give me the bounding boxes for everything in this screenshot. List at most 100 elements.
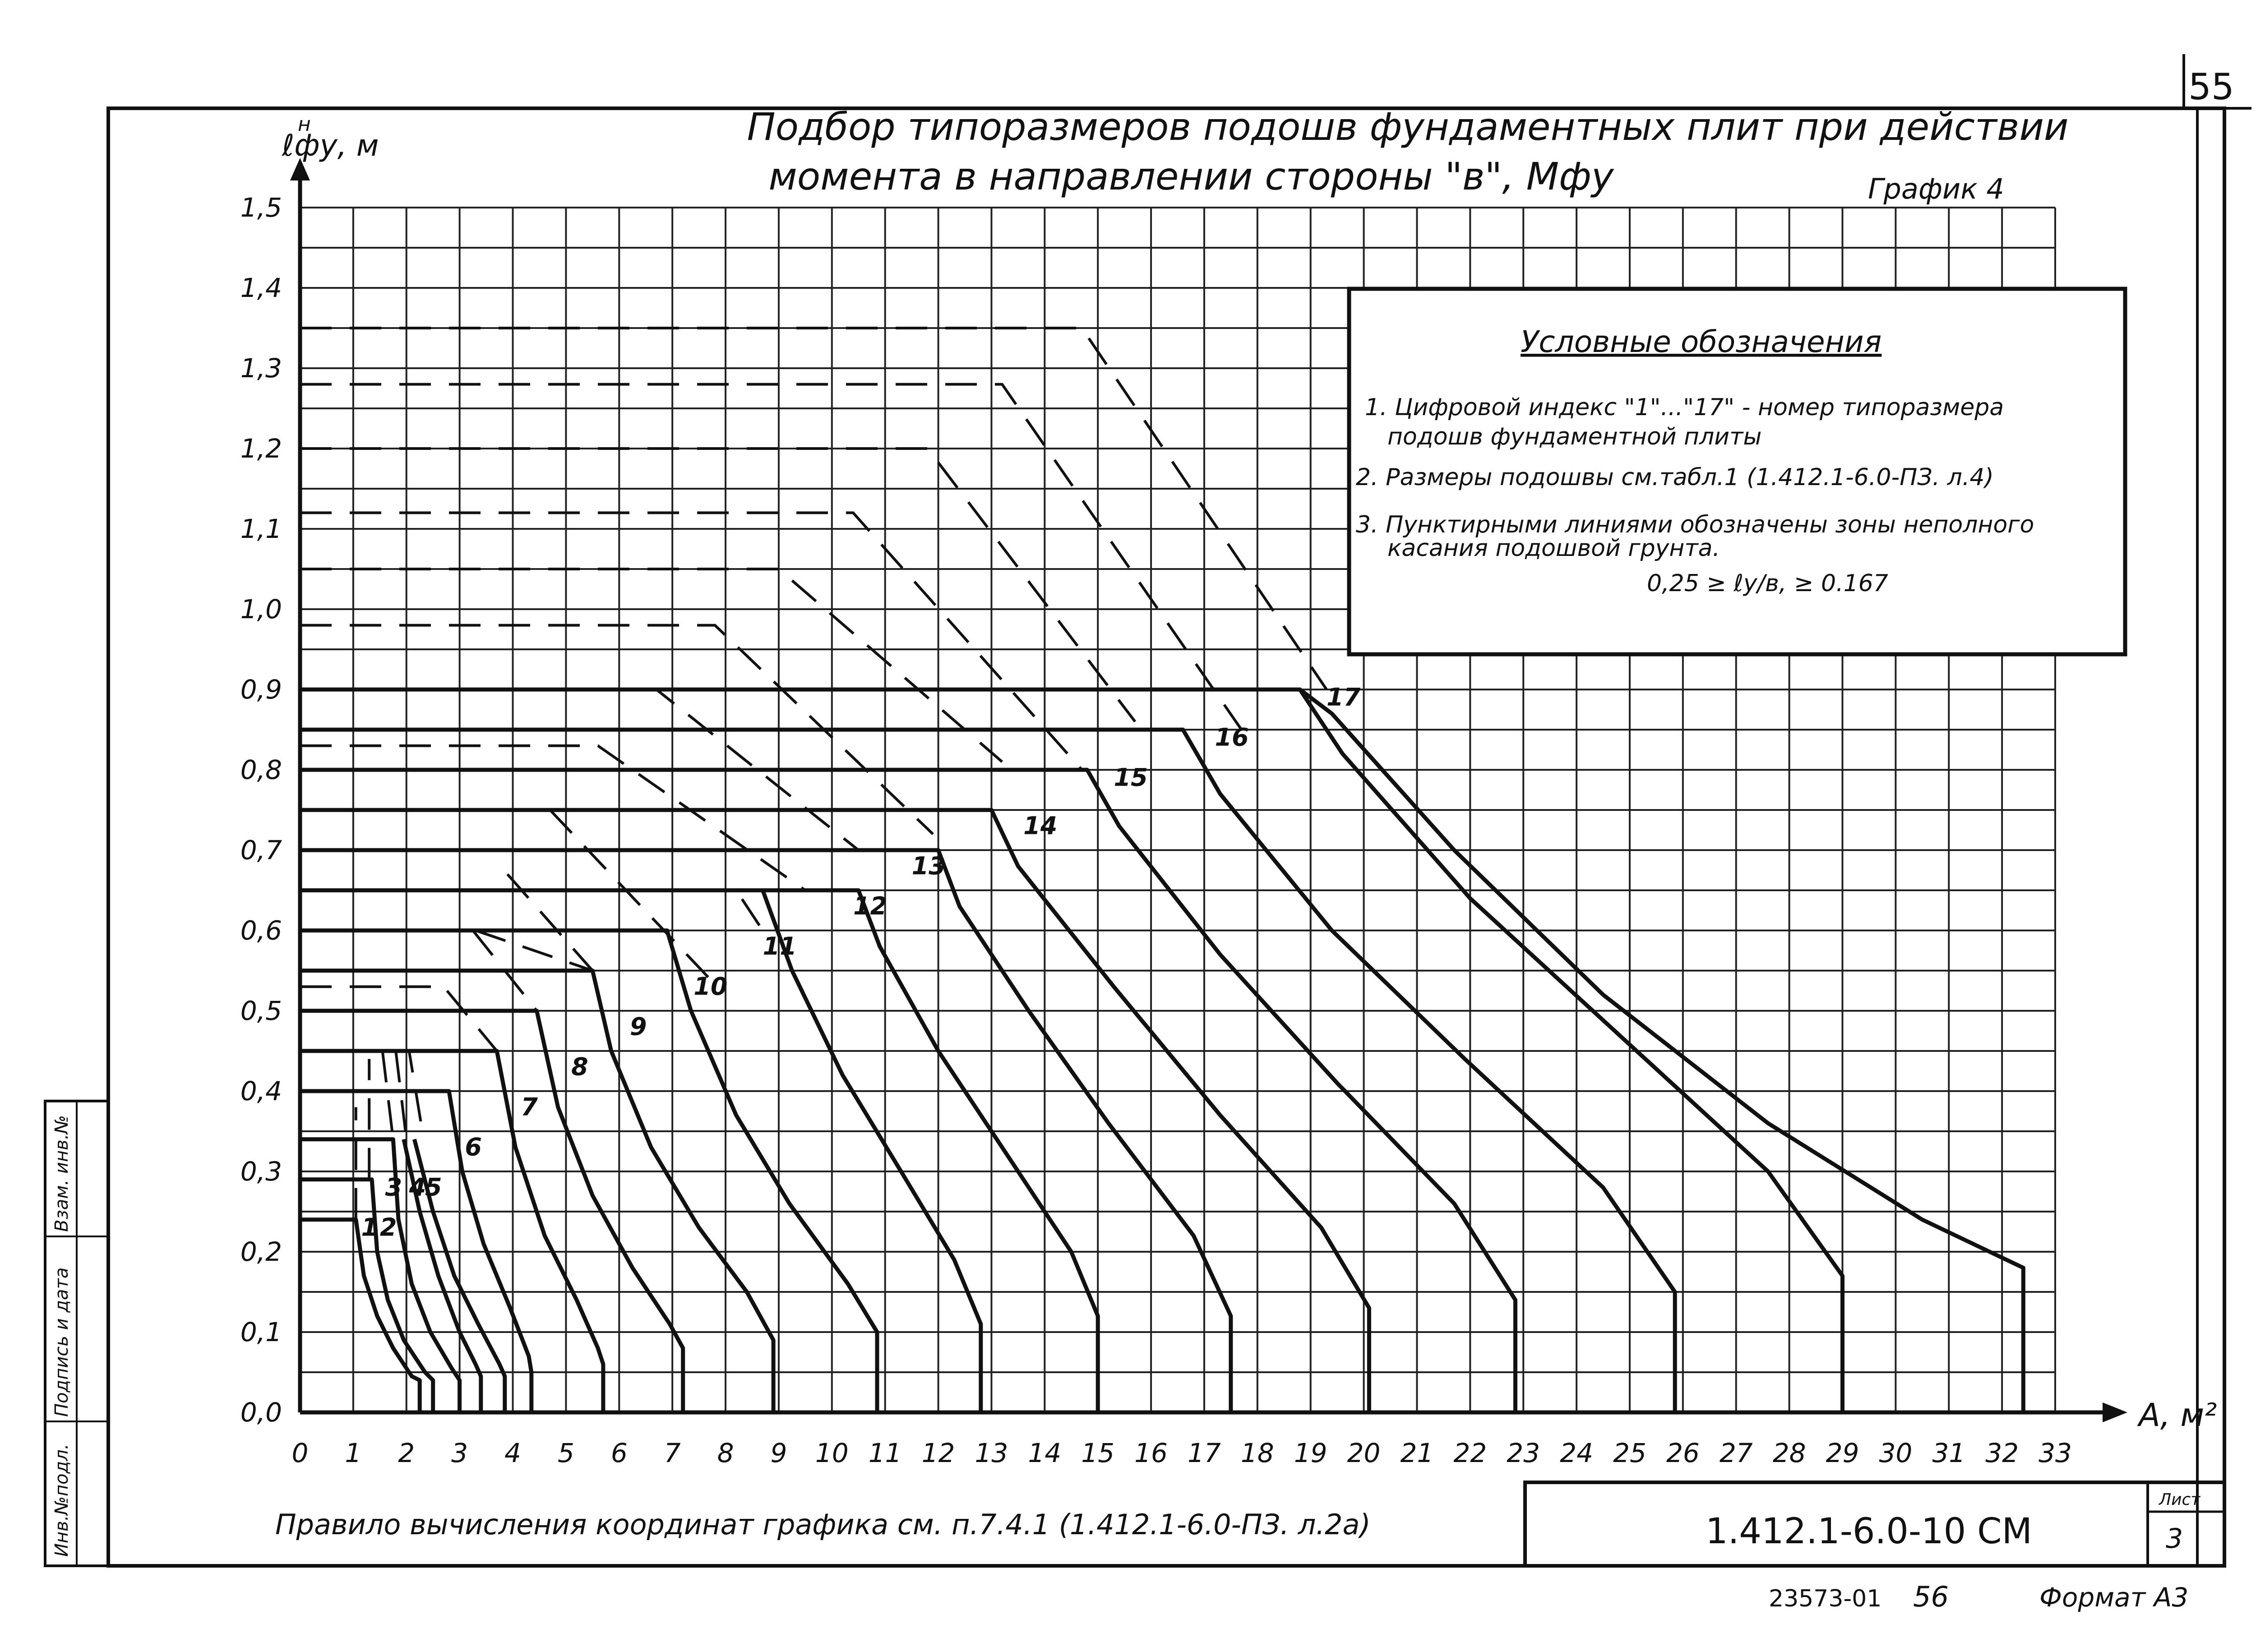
x-tick-label: 19 bbox=[1294, 1438, 1327, 1468]
series-dashed-13 bbox=[300, 744, 806, 892]
series-dashed-5 bbox=[394, 1050, 408, 1140]
curve-label: 14 bbox=[1023, 811, 1057, 840]
drawing-code: 1.412.1-6.0-10 СМ bbox=[1706, 1511, 2032, 1552]
x-tick-label: 11 bbox=[869, 1438, 902, 1468]
series-line-2 bbox=[300, 1177, 435, 1412]
legend-item-1b: подошв фундаментной плиты bbox=[1387, 423, 1761, 450]
series-line-17 bbox=[300, 687, 1845, 1412]
curve-label: 9 bbox=[630, 1012, 647, 1041]
series-line-6 bbox=[300, 1089, 534, 1412]
x-tick-label: 8 bbox=[717, 1438, 734, 1468]
curve-label: 15 bbox=[1114, 764, 1148, 792]
y-tick-label: 1,2 bbox=[240, 433, 282, 464]
series-dashed-9 bbox=[475, 929, 593, 972]
series-dashed-19 bbox=[300, 383, 1243, 731]
x-tick-label: 25 bbox=[1613, 1438, 1646, 1468]
series-dashed-11 bbox=[300, 889, 764, 931]
y-tick-label: 0,5 bbox=[240, 995, 282, 1026]
y-tick-label: 0,3 bbox=[240, 1156, 282, 1187]
y-tick-label: 1,0 bbox=[240, 594, 282, 625]
series-line-12 bbox=[300, 888, 1100, 1412]
y-tick-labels: 0,0 0,1 0,2 0,3 0,4 0,5 0,6 0,7 0,8 0,9 1,0 1,1 1,2 1… bbox=[240, 192, 282, 1428]
x-tick-label: 1 bbox=[345, 1438, 361, 1468]
curve-label: 13 bbox=[912, 851, 946, 880]
x-tick-label: 3 bbox=[451, 1438, 468, 1468]
x-tick-label: 33 bbox=[2039, 1438, 2072, 1468]
x-tick-label: 16 bbox=[1134, 1438, 1168, 1468]
y-tick-label: 0,8 bbox=[240, 754, 282, 785]
y-tick-label: 0,6 bbox=[240, 915, 282, 946]
series-dashed-15 bbox=[300, 624, 934, 835]
curve-label: 12 bbox=[853, 892, 887, 920]
x-tick-label: 12 bbox=[922, 1438, 955, 1468]
y-axis-arrow bbox=[290, 158, 310, 180]
series-dashed-7 bbox=[300, 985, 498, 1052]
series-dashed-20 bbox=[300, 327, 1328, 690]
x-tick-label: 0 bbox=[292, 1438, 309, 1468]
legend-item-2: 2. Размеры подошвы см.табл.1 (1.412.1-6.… bbox=[1356, 464, 1994, 491]
title-block: 1.412.1-6.0-10 СМ Лист 3 bbox=[1523, 1481, 2226, 1568]
y-tick-label: 0,2 bbox=[240, 1236, 282, 1267]
series-dashed-16 bbox=[300, 568, 1003, 763]
x-tick-label: 20 bbox=[1347, 1438, 1381, 1468]
x-tick-label: 5 bbox=[558, 1438, 574, 1468]
legend-item-3c: 0,25 ≥ ℓy/в, ≥ 0.167 bbox=[1647, 570, 1888, 597]
curve-label: 6 bbox=[465, 1133, 482, 1161]
curve-label: 1 bbox=[361, 1213, 379, 1241]
format-label: Формат А3 bbox=[2039, 1582, 2188, 1613]
x-axis-arrow bbox=[2103, 1402, 2127, 1422]
x-tick-label: 2 bbox=[398, 1438, 415, 1468]
y-axis-superscript: н bbox=[298, 113, 311, 136]
legend-item-3: 3. Пунктирными линиями обозначены зоны н… bbox=[1356, 511, 2034, 538]
legend-item-3b: касания подошвой грунта. bbox=[1387, 535, 1720, 562]
series-dashed-17 bbox=[300, 511, 1083, 771]
curve-label: 11 bbox=[763, 932, 797, 960]
y-tick-label: 0,9 bbox=[240, 674, 282, 705]
x-axis-label: А, м² bbox=[2137, 1397, 2217, 1434]
curve-label: 16 bbox=[1215, 723, 1249, 752]
curve-label: 3 bbox=[385, 1173, 402, 1201]
x-tick-label: 6 bbox=[611, 1438, 628, 1468]
x-tick-label: 22 bbox=[1453, 1438, 1487, 1468]
x-tick-label: 4 bbox=[504, 1438, 521, 1468]
series-line-10 bbox=[300, 928, 879, 1412]
legend-box: Условные обозначения 1. Цифровой индекс … bbox=[1347, 287, 2127, 657]
stamp-page: 56 bbox=[1913, 1580, 1949, 1613]
series-line-18 bbox=[1299, 688, 2025, 1412]
x-tick-label: 14 bbox=[1028, 1438, 1061, 1468]
page-number: 55 bbox=[2188, 66, 2234, 108]
list-number: 3 bbox=[2166, 1523, 2183, 1555]
side-stamp: Инв.№подл. Подпись и дата Взам. инв.№ bbox=[44, 1100, 110, 1567]
series-dashed-18 bbox=[300, 447, 1137, 723]
x-tick-label: 24 bbox=[1560, 1438, 1593, 1468]
series-line-13 bbox=[300, 848, 1233, 1412]
y-tick-label: 0,1 bbox=[240, 1317, 282, 1347]
curve-label: 5 bbox=[425, 1173, 442, 1201]
x-tick-label: 27 bbox=[1720, 1438, 1753, 1468]
graph-label: График 4 bbox=[1868, 172, 2004, 205]
side-label-1: Инв.№подл. bbox=[51, 1444, 72, 1557]
x-tick-label: 7 bbox=[664, 1438, 681, 1468]
legend-title: Условные обозначения bbox=[1521, 324, 1882, 359]
series-line-7 bbox=[300, 1049, 606, 1412]
y-axis-label: ℓфу, м bbox=[282, 128, 379, 163]
x-tick-label: 21 bbox=[1401, 1438, 1434, 1468]
y-tick-label: 0,4 bbox=[240, 1076, 282, 1106]
series-dashed-4 bbox=[381, 1050, 395, 1140]
curve-label: 10 bbox=[693, 972, 727, 1000]
x-tick-label: 30 bbox=[1879, 1438, 1912, 1468]
x-tick-label: 28 bbox=[1773, 1438, 1806, 1468]
series-line-14 bbox=[300, 808, 1371, 1412]
y-tick-label: 1,1 bbox=[240, 514, 282, 544]
curve-label: 2 bbox=[380, 1213, 397, 1241]
footer-note: Правило вычисления координат графика см.… bbox=[275, 1508, 1371, 1541]
series-lines bbox=[300, 327, 2025, 1412]
side-label-2: Подпись и дата bbox=[51, 1268, 72, 1417]
y-tick-label: 1,3 bbox=[240, 353, 282, 384]
legend-item-1: 1. Цифровой индекс "1"..."17" - номер ти… bbox=[1365, 394, 2004, 421]
x-tick-labels: 0 1 2 3 4 5 6 7 8 9 10 11 12 13 14 15 16 17 18 19 20 21 22 23 24… bbox=[292, 1438, 2072, 1468]
series-line-15 bbox=[300, 768, 1517, 1412]
side-label-3: Взам. инв.№ bbox=[51, 1115, 72, 1232]
y-tick-label: 1,5 bbox=[240, 192, 282, 223]
